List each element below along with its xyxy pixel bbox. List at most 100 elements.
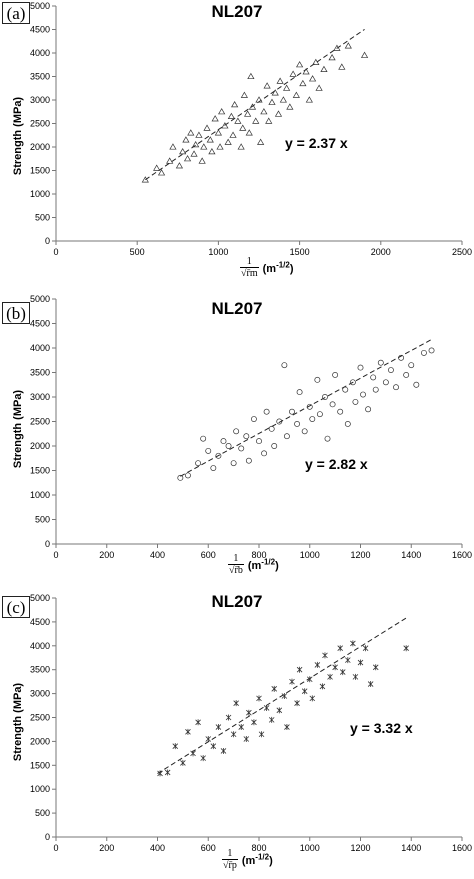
x-axis-fraction-numerator-c: 1 xyxy=(227,848,233,859)
data-point xyxy=(206,136,214,143)
data-point xyxy=(344,42,352,49)
x-tick-label: 1500 xyxy=(290,247,310,257)
data-point xyxy=(205,447,212,454)
x-axis-fraction-denominator-c: √r̄p xyxy=(222,859,238,871)
data-point xyxy=(289,678,295,685)
data-point xyxy=(257,138,265,145)
data-point xyxy=(372,664,379,671)
data-point xyxy=(198,157,206,164)
data-point xyxy=(255,96,263,103)
data-point xyxy=(225,443,232,449)
x-tick-label: 0 xyxy=(53,247,58,257)
data-point xyxy=(328,53,336,61)
data-point xyxy=(301,688,308,695)
x-tick-label: 2500 xyxy=(452,247,472,257)
y-tick-label: 4500 xyxy=(30,25,50,35)
data-point xyxy=(345,657,351,664)
data-point xyxy=(420,349,427,356)
data-point xyxy=(157,770,163,777)
y-tick-label: 3000 xyxy=(30,95,50,105)
x-axis-label-a: 1 √r̄m (m-1/2) xyxy=(240,256,294,279)
data-point xyxy=(413,381,420,388)
x-axis-unit-close-c: ) xyxy=(269,854,273,867)
data-point xyxy=(192,140,200,148)
data-point xyxy=(281,362,288,369)
y-tick-label: 4000 xyxy=(30,48,50,58)
data-point xyxy=(233,428,240,435)
y-axis-label-c: Strength (MPa) xyxy=(12,682,24,762)
data-point xyxy=(322,394,328,400)
data-point xyxy=(177,474,184,481)
data-point xyxy=(315,84,323,91)
y-tick-label: 500 xyxy=(35,515,50,525)
x-tick-label: 800 xyxy=(251,843,266,853)
data-point xyxy=(256,438,262,445)
scatter-plot-c: 0500100015002000250030003500400045005000… xyxy=(30,593,472,853)
data-point xyxy=(295,61,304,68)
y-tick-label: 1500 xyxy=(30,760,50,770)
data-point xyxy=(305,96,313,103)
data-point xyxy=(210,465,217,471)
data-point xyxy=(157,169,166,176)
x-tick-label: 200 xyxy=(99,550,114,560)
data-point xyxy=(237,143,245,150)
chart-title-a: NL207 xyxy=(211,2,263,21)
data-point xyxy=(324,435,331,442)
y-tick-label: 1500 xyxy=(30,166,50,176)
data-point xyxy=(169,143,177,150)
y-tick-label: 4000 xyxy=(30,641,50,651)
x-tick-label: 0 xyxy=(53,843,58,853)
data-point xyxy=(339,669,346,676)
y-tick-label: 3500 xyxy=(30,72,50,82)
data-point xyxy=(398,354,405,361)
x-tick-label: 600 xyxy=(201,550,216,560)
y-tick-label: 5000 xyxy=(30,1,50,11)
data-point xyxy=(172,743,179,750)
regression-line xyxy=(145,28,365,181)
data-point xyxy=(279,96,287,103)
data-point xyxy=(205,736,212,743)
data-point xyxy=(190,150,198,157)
data-point xyxy=(210,743,217,750)
y-axis-label-b: Strength (MPa) xyxy=(12,389,24,469)
data-point xyxy=(250,416,257,423)
y-tick-label: 3000 xyxy=(30,392,50,402)
data-point xyxy=(224,138,232,145)
y-tick-label: 4000 xyxy=(30,343,50,353)
y-tick-label: 2500 xyxy=(30,417,50,427)
y-tick-label: 2000 xyxy=(30,142,50,152)
x-axis-unit-c: (m-1/2) xyxy=(242,852,273,867)
data-point xyxy=(203,124,211,131)
data-point xyxy=(240,91,248,98)
data-point xyxy=(357,364,364,371)
data-point xyxy=(357,659,364,666)
data-point xyxy=(208,147,216,155)
data-point xyxy=(276,77,284,84)
data-point xyxy=(276,418,283,425)
data-point xyxy=(220,747,227,754)
x-tick-label: 1200 xyxy=(350,843,370,853)
data-point xyxy=(179,147,187,155)
data-point xyxy=(263,408,270,415)
x-axis-unit-a: (m-1/2) xyxy=(263,260,294,275)
data-point xyxy=(309,695,316,702)
y-tick-label: 2500 xyxy=(30,119,50,129)
data-point xyxy=(218,108,226,115)
data-point xyxy=(243,433,250,440)
data-point xyxy=(332,664,338,671)
data-point xyxy=(187,129,195,136)
data-point xyxy=(320,65,328,73)
data-point xyxy=(388,367,394,374)
y-tick-label: 500 xyxy=(35,808,50,818)
data-point xyxy=(301,428,308,435)
data-point xyxy=(183,155,192,162)
x-tick-label: 400 xyxy=(150,843,165,853)
x-axis-label-c: 1 √r̄p (m-1/2) xyxy=(222,848,273,871)
data-point xyxy=(314,661,321,668)
data-point xyxy=(268,425,275,432)
data-point xyxy=(263,82,271,89)
data-point xyxy=(306,676,313,683)
data-point xyxy=(220,438,227,445)
scatter-plot-b: 0500100015002000250030003500400045005000… xyxy=(30,294,472,560)
data-point xyxy=(153,164,161,171)
